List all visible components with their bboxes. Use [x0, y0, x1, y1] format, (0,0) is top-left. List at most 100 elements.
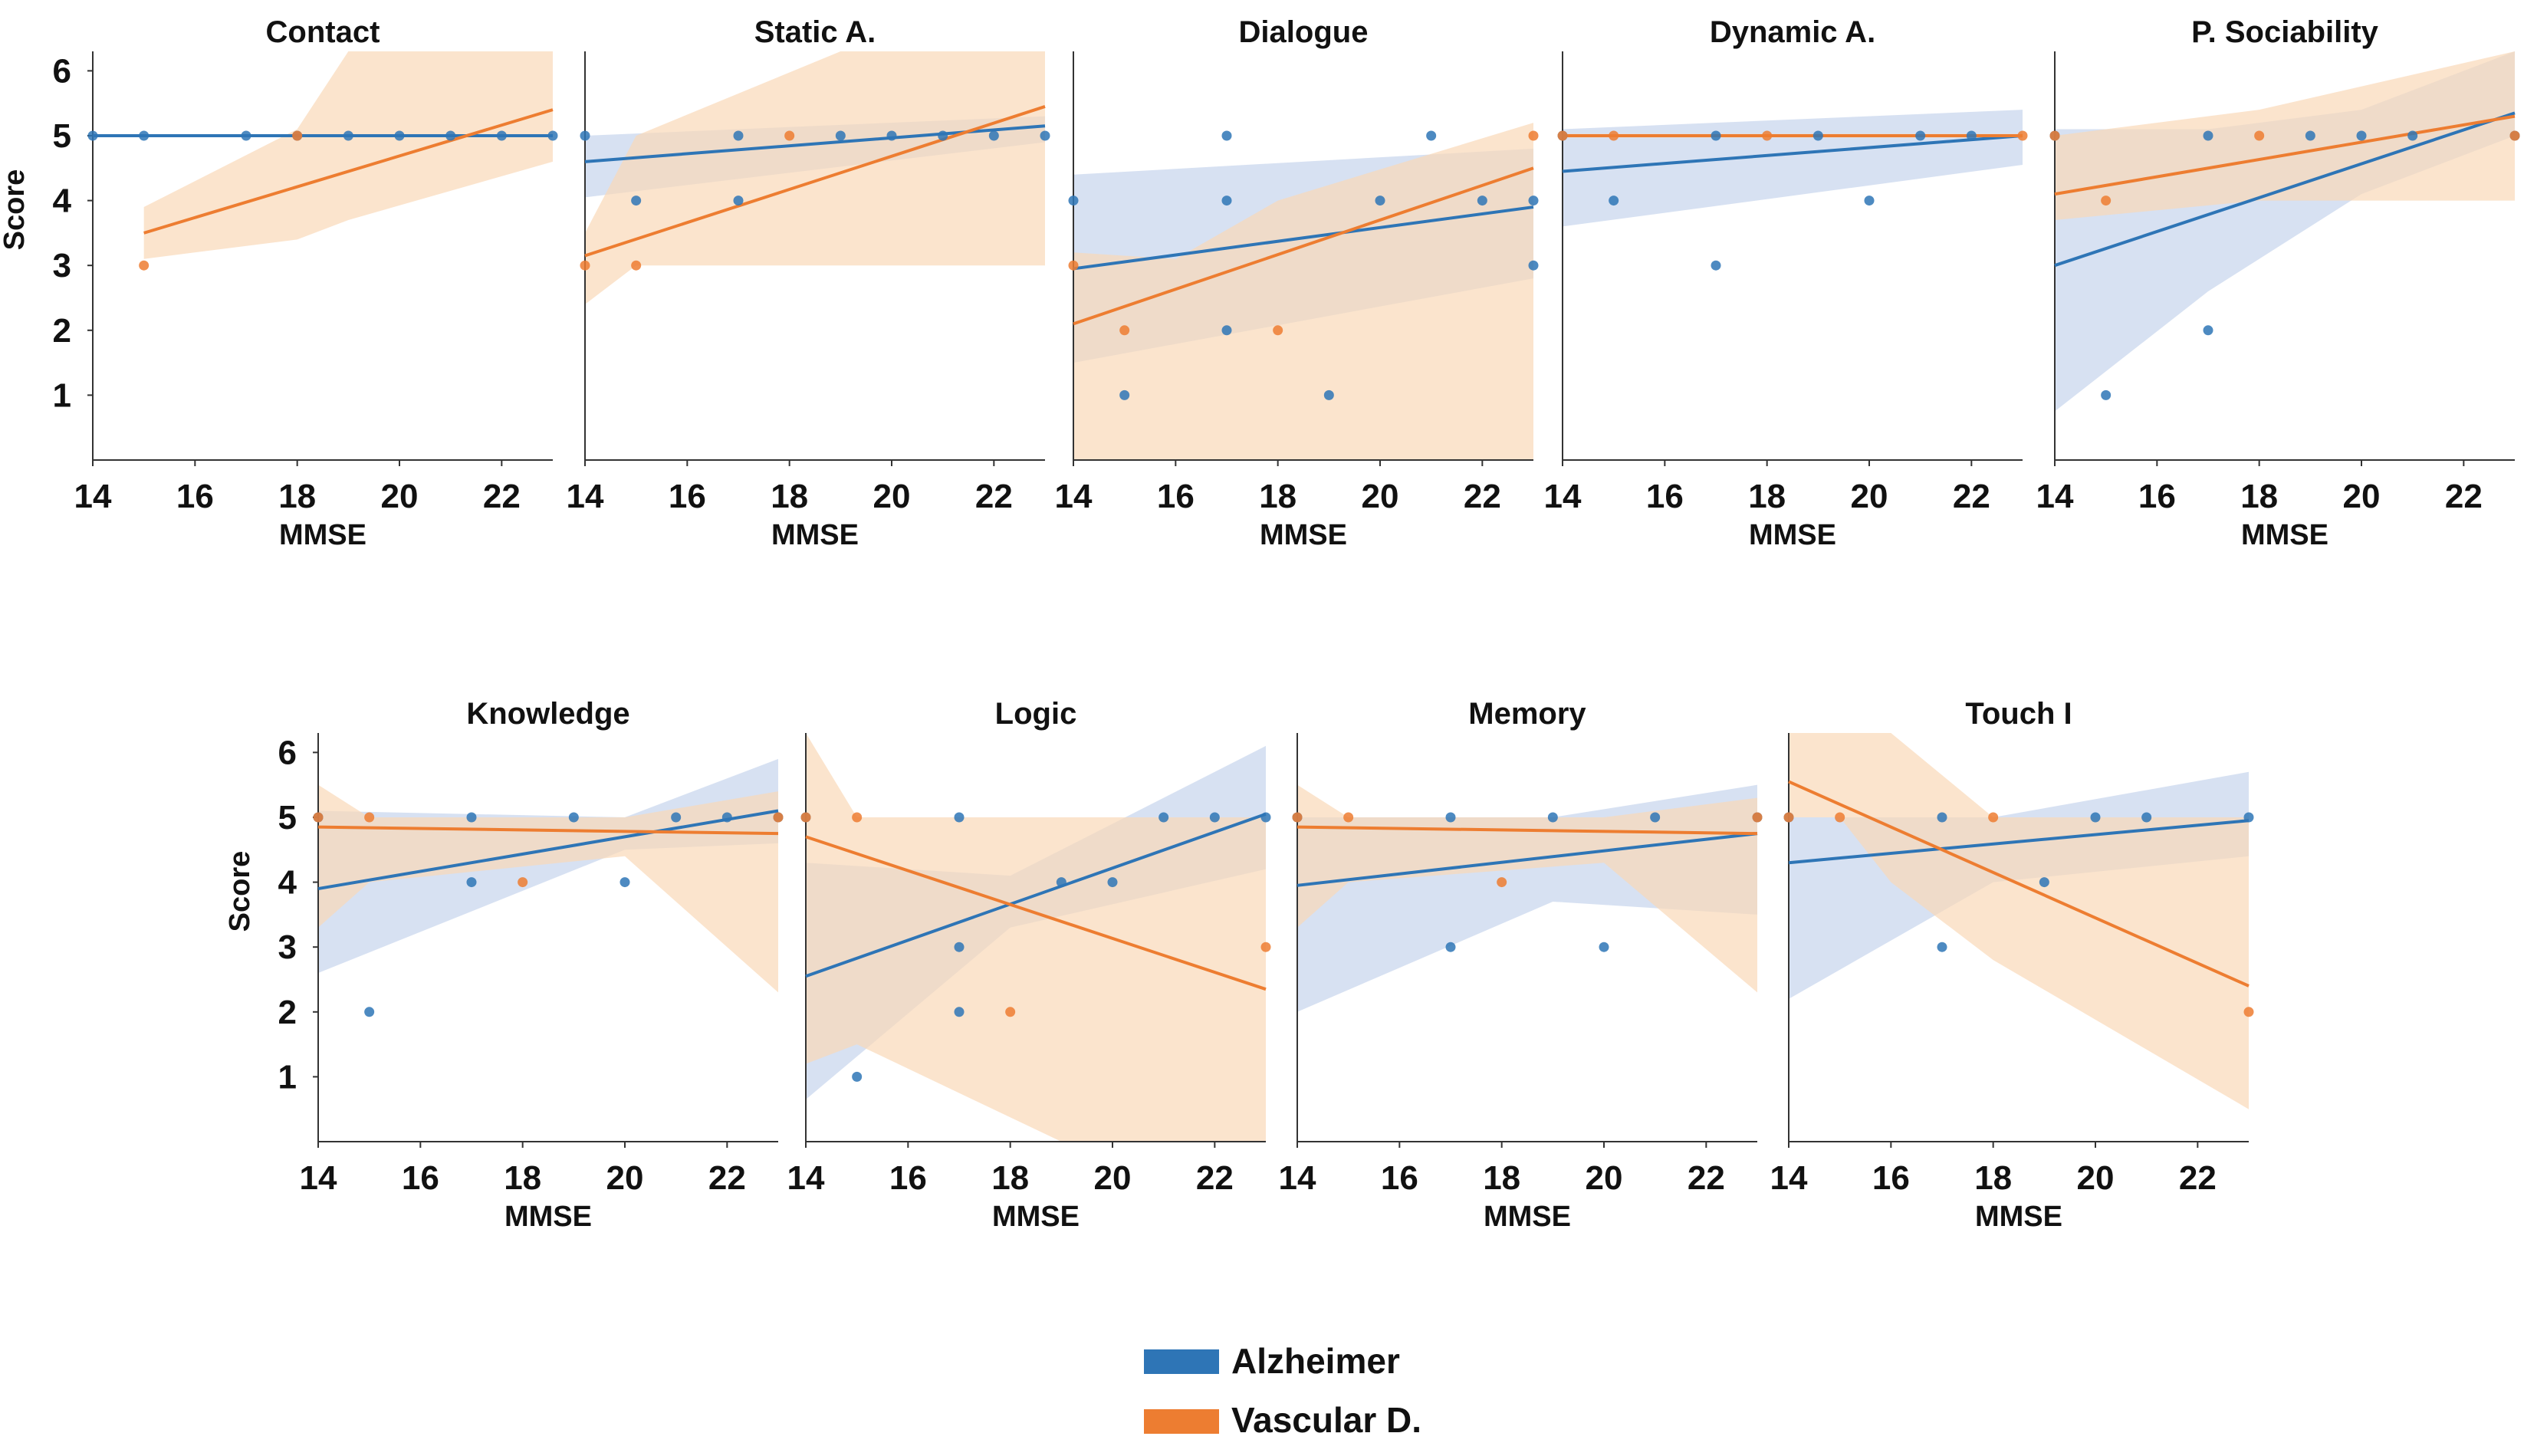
data-point-alzheimer: [466, 877, 477, 888]
y-tick-label: 3: [278, 928, 297, 966]
x-tick-label: 14: [787, 1159, 825, 1197]
fit-line-alzheimer: [317, 809, 779, 891]
data-point-alzheimer: [886, 130, 897, 141]
data-point-alzheimer: [2356, 130, 2367, 141]
data-point-alzheimer: [835, 130, 846, 141]
data-point-alzheimer: [466, 812, 477, 823]
data-point-alzheimer: [1445, 812, 1456, 823]
data-point-vascular-d: [292, 130, 303, 141]
data-point-alzheimer: [1426, 130, 1437, 141]
data-point-alzheimer: [87, 130, 98, 141]
data-point-vascular-d: [2101, 196, 2112, 206]
data-point-vascular-d: [364, 812, 375, 823]
data-point-alzheimer: [2101, 389, 2112, 400]
data-point-vascular-d: [1557, 130, 1568, 141]
data-point-vascular-d: [773, 812, 784, 823]
data-point-alzheimer: [1937, 812, 1947, 823]
confidence-band-vascular-d: [585, 51, 1045, 304]
data-point-vascular-d: [1835, 812, 1845, 823]
x-tick-label: 16: [1157, 478, 1195, 515]
x-axis-label: MMSE: [1260, 519, 1347, 551]
data-point-vascular-d: [313, 812, 324, 823]
x-axis-label: MMSE: [1484, 1201, 1571, 1233]
data-point-alzheimer: [1068, 196, 1079, 206]
x-tick-label: 16: [1381, 1159, 1418, 1197]
data-point-alzheimer: [954, 1007, 965, 1017]
data-point-alzheimer: [2039, 877, 2049, 888]
panel-title-contact: Contact: [266, 15, 380, 49]
x-tick-label: 20: [2077, 1159, 2115, 1197]
data-point-vascular-d: [2509, 130, 2520, 141]
x-tick-label: 18: [2240, 478, 2278, 515]
x-tick-label: 14: [74, 478, 112, 515]
data-point-alzheimer: [2243, 812, 2254, 823]
data-point-vascular-d: [1260, 942, 1271, 952]
x-tick-label: 20: [1586, 1159, 1623, 1197]
x-axis-label: MMSE: [504, 1201, 592, 1233]
data-point-alzheimer: [852, 1071, 863, 1082]
panel-logic: Logic 14 16 18 20 22 MMSE: [787, 697, 1271, 1233]
x-tick-label: 20: [381, 478, 419, 515]
confidence-band-vascular-d: [1789, 733, 2249, 1109]
confidence-band-alzheimer: [1563, 110, 2023, 227]
panel-p-sociability: P. Sociability 14 16 18 20 22 MMSE: [2036, 15, 2520, 551]
y-tick-label: 2: [278, 994, 297, 1031]
data-point-alzheimer: [733, 130, 744, 141]
x-tick-label: 16: [2138, 478, 2176, 515]
x-tick-label: 22: [2445, 478, 2483, 515]
data-point-alzheimer: [1477, 196, 1487, 206]
data-point-alzheimer: [954, 812, 965, 823]
legend-label-vascular: Vascular D.: [1231, 1400, 1421, 1440]
x-tick-label: 18: [1974, 1159, 2012, 1197]
data-point-alzheimer: [1323, 389, 1334, 400]
fit-line-alzheimer: [1073, 205, 1534, 271]
y-tick-label: 5: [278, 799, 297, 836]
x-axis-label: MMSE: [992, 1201, 1080, 1233]
data-point-alzheimer: [1221, 196, 1232, 206]
data-point-vascular-d: [1783, 812, 1794, 823]
data-point-vascular-d: [580, 260, 590, 271]
data-point-alzheimer: [938, 130, 948, 141]
data-point-vascular-d: [1752, 812, 1763, 823]
x-tick-label: 16: [1872, 1159, 1910, 1197]
data-point-vascular-d: [852, 812, 863, 823]
fit-line-vascular-d: [143, 108, 554, 235]
data-point-vascular-d: [139, 260, 150, 271]
x-tick-label: 16: [176, 478, 214, 515]
x-tick-label: 18: [504, 1159, 541, 1197]
data-point-vascular-d: [1609, 130, 1619, 141]
data-point-alzheimer: [1650, 812, 1661, 823]
data-point-alzheimer: [1107, 877, 1118, 888]
x-tick-label: 14: [1544, 478, 1582, 515]
data-point-vascular-d: [631, 260, 642, 271]
x-tick-label: 22: [1688, 1159, 1725, 1197]
x-tick-label: 14: [1055, 478, 1093, 515]
data-point-alzheimer: [2090, 812, 2101, 823]
panel-title-knowledge: Knowledge: [466, 697, 629, 731]
x-tick-label: 14: [2036, 478, 2074, 515]
data-point-alzheimer: [1599, 942, 1609, 952]
data-point-alzheimer: [1915, 130, 1926, 141]
data-point-alzheimer: [496, 130, 507, 141]
fit-line-vascular-d: [317, 825, 779, 836]
fit-line-alzheimer: [1788, 819, 2250, 865]
y-tick-label: 4: [278, 864, 297, 902]
fit-line-alzheimer: [1562, 133, 2023, 173]
confidence-band-vascular-d: [1297, 784, 1757, 993]
data-point-vascular-d: [1497, 877, 1507, 888]
panel-title-logic: Logic: [995, 697, 1077, 731]
legend-swatch-vascular: [1144, 1409, 1219, 1434]
confidence-band-vascular-d: [2055, 51, 2515, 220]
y-tick-label: 6: [53, 52, 71, 90]
x-tick-label: 20: [1362, 478, 1399, 515]
data-point-vascular-d: [2254, 130, 2265, 141]
data-point-alzheimer: [1711, 260, 1721, 271]
data-point-alzheimer: [1609, 196, 1619, 206]
y-tick-label: 4: [53, 182, 72, 220]
x-tick-label: 16: [669, 478, 706, 515]
x-tick-label: 16: [889, 1159, 927, 1197]
data-point-alzheimer: [1209, 812, 1220, 823]
x-tick-label: 22: [708, 1159, 746, 1197]
x-tick-label: 20: [606, 1159, 644, 1197]
